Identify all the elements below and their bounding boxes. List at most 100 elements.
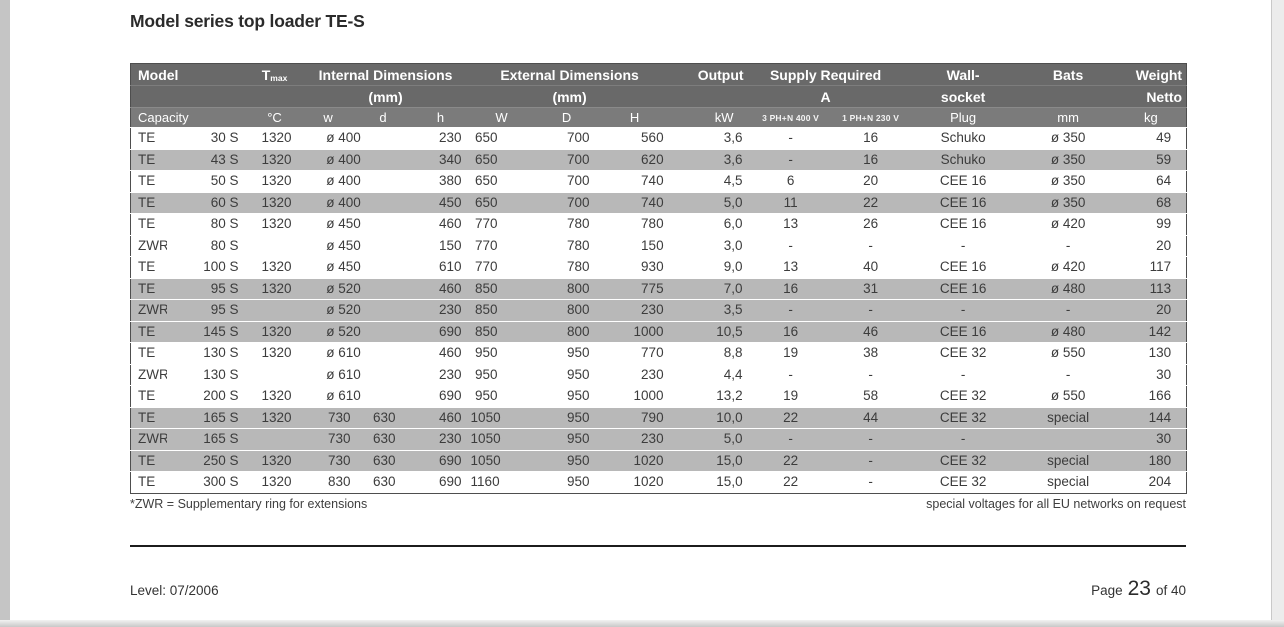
table-row: TE 30 S 1320 ø 400 230 650 700 560 3,6 - 16 Schuko ø… — [130, 127, 1187, 149]
cell-supply-230v: 26 — [863, 216, 879, 231]
cell-internal-d: 630 — [372, 409, 396, 425]
cell-internal-h: 150 — [439, 237, 462, 253]
cell-external-h: 1020 — [633, 474, 664, 489]
cell-model-size: 100 S — [203, 259, 239, 274]
cell-external-h: 150 — [641, 237, 664, 253]
cell-plug: CEE 32 — [939, 388, 987, 403]
cell-internal-h: 230 — [439, 130, 462, 145]
cell-external-d: 950 — [567, 345, 590, 360]
cell-plug: Schuko — [940, 151, 986, 167]
header-spacer — [248, 85, 301, 108]
cell-bats-mm: ø 420 — [1050, 216, 1086, 231]
cell-plug: Schuko — [940, 130, 986, 145]
col-header-model: Model — [130, 63, 249, 86]
cell-internal-w: 730 — [327, 431, 351, 446]
cell-tmax: 1320 — [261, 151, 292, 167]
bottom-gutter — [0, 620, 1284, 627]
cell-model-size: 60 S — [210, 194, 239, 210]
cell-supply-230v: 16 — [863, 130, 879, 145]
cell-external-h: 560 — [641, 130, 664, 145]
table-row: ZWR 95 S ø 520 230 850 800 230 3,5 - - - - 20 — [130, 299, 1187, 321]
cell-model-size: 250 S — [203, 452, 239, 468]
cell-supply-400v: - — [788, 237, 793, 253]
cell-external-d: 780 — [567, 259, 590, 274]
cell-external-w: 950 — [475, 345, 498, 360]
cell-model-type: ZWR — [138, 237, 167, 253]
cell-external-d: 700 — [567, 130, 590, 145]
col-header-230v: 1 PH+N 230 V — [835, 107, 906, 128]
header-row-1: Model Tmax Internal Dimensions External … — [130, 63, 1187, 86]
cell-supply-230v: 20 — [863, 173, 879, 188]
cell-internal-diameter: ø 450 — [326, 259, 361, 274]
cell-model-size: 80 S — [210, 237, 239, 253]
cell-plug: CEE 16 — [939, 194, 987, 210]
cell-weight-kg: 166 — [1148, 388, 1172, 403]
cell-external-h: 230 — [641, 366, 664, 382]
cell-plug: - — [960, 431, 966, 446]
cell-supply-230v: 44 — [863, 409, 879, 425]
cell-tmax: 1320 — [261, 194, 292, 210]
cell-tmax — [249, 429, 301, 451]
cell-internal-h: 230 — [439, 431, 462, 446]
cell-model-size: 130 S — [203, 345, 239, 360]
cell-model-size: 200 S — [203, 388, 239, 403]
cell-external-d: 700 — [567, 194, 590, 210]
cell-weight-kg: 144 — [1148, 409, 1172, 425]
cell-external-w: 1050 — [470, 409, 501, 425]
cell-external-w: 850 — [475, 302, 498, 317]
cell-supply-400v: 22 — [783, 452, 799, 468]
col-header-H-ext: H — [600, 107, 669, 128]
cell-internal-h: 380 — [439, 173, 462, 188]
cell-model-size: 300 S — [203, 474, 239, 489]
table-body: TE 30 S 1320 ø 400 230 650 700 560 3,6-16 Schuko ø… — [130, 127, 1187, 493]
cell-external-w: 770 — [475, 216, 498, 231]
cell-bats-mm: special — [1047, 474, 1090, 489]
cell-external-h: 930 — [641, 259, 664, 274]
cell-internal-h: 460 — [439, 345, 462, 360]
cell-external-d: 800 — [567, 302, 590, 317]
table-footnotes: *ZWR = Supplementary ring for extensions… — [130, 497, 1186, 511]
table-row: TE 300 S 1320 830 630 690 1160 950 1020 15,0 22 - CE… — [130, 471, 1187, 493]
col-header-output: Output — [668, 63, 746, 86]
cell-internal-h: 690 — [439, 323, 462, 339]
cell-tmax — [249, 364, 301, 386]
cell-supply-230v: - — [868, 452, 873, 468]
col-header-external-unit: (mm) — [470, 85, 669, 108]
cell-model-size: 165 S — [203, 409, 239, 425]
cell-internal-diameter: ø 450 — [326, 237, 361, 253]
cell-model-size: 43 S — [210, 151, 239, 167]
cell-supply-400v: - — [788, 302, 793, 317]
cell-output-kw: 7,0 — [723, 280, 743, 296]
cell-external-w: 650 — [475, 151, 498, 167]
cell-model-type: TE — [138, 474, 156, 489]
cell-model-size: 80 S — [210, 216, 239, 231]
cell-external-w: 770 — [475, 237, 498, 253]
cell-external-d: 700 — [567, 173, 590, 188]
cell-tmax: 1320 — [261, 130, 292, 145]
cell-bats-mm: ø 480 — [1050, 280, 1086, 296]
cell-external-w: 650 — [475, 130, 498, 145]
table-row: TE 250 S 1320 730 630 690 1050 950 1020 15,0 22 - CE… — [130, 450, 1187, 472]
cell-external-h: 740 — [641, 194, 664, 210]
footer-divider — [130, 545, 1186, 547]
col-header-tmax: Tmax — [248, 63, 301, 86]
cell-bats-mm: - — [1065, 302, 1071, 317]
cell-supply-230v: 46 — [863, 323, 879, 339]
cell-tmax: 1320 — [261, 474, 292, 489]
table-header: Model Tmax Internal Dimensions External … — [130, 63, 1187, 128]
cell-model-type: ZWR — [138, 366, 167, 382]
header-spacer — [130, 85, 249, 108]
cell-output-kw: 13,2 — [716, 388, 743, 403]
right-gutter — [1271, 0, 1284, 627]
cell-model-type: TE — [138, 173, 156, 188]
cell-supply-400v: - — [788, 130, 793, 145]
cell-supply-400v: 13 — [783, 216, 799, 231]
cell-output-kw: 3,0 — [723, 237, 743, 253]
cell-internal-h: 340 — [439, 151, 462, 167]
cell-supply-230v: - — [868, 237, 873, 253]
col-header-internal-dimensions: Internal Dimensions — [300, 63, 471, 86]
cell-internal-diameter: ø 450 — [326, 216, 361, 231]
cell-supply-230v: 16 — [863, 151, 879, 167]
cell-external-h: 790 — [641, 409, 664, 425]
cell-supply-400v: 6 — [786, 173, 795, 188]
